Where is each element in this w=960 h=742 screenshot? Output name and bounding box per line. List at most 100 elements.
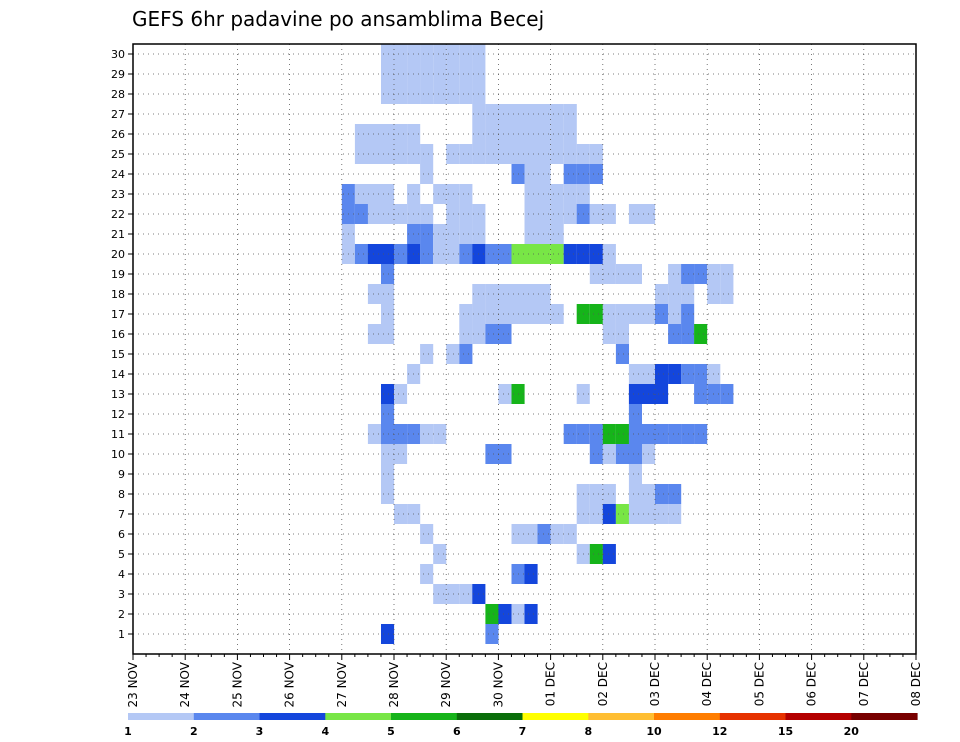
heatmap-cell xyxy=(563,104,577,124)
heatmap-cell xyxy=(381,124,395,144)
heatmap-cell xyxy=(563,524,577,544)
y-tick-label: 11 xyxy=(111,428,125,441)
heatmap-cell xyxy=(550,224,564,244)
heatmap-cell xyxy=(381,244,395,264)
y-tick-label: 7 xyxy=(118,508,125,521)
heatmap-cell xyxy=(537,124,551,144)
heatmap-cell xyxy=(354,124,368,144)
heatmap-cell xyxy=(550,184,564,204)
heatmap-cell xyxy=(420,144,434,164)
x-tick-label: 05 DEC xyxy=(752,662,766,706)
heatmap-cell xyxy=(433,84,447,104)
x-tick-label: 27 NOV xyxy=(335,661,349,707)
heatmap-cell xyxy=(354,244,368,264)
heatmap-cell xyxy=(550,524,564,544)
heatmap-cell xyxy=(628,384,642,404)
heatmap-cell xyxy=(655,384,669,404)
y-tick-label: 19 xyxy=(111,268,125,281)
heatmap-cell xyxy=(563,164,577,184)
legend-label: 7 xyxy=(519,725,527,738)
heatmap-cell xyxy=(459,344,473,364)
heatmap-cell xyxy=(498,104,512,124)
heatmap-cell xyxy=(615,424,629,444)
heatmap-cell xyxy=(668,324,682,344)
heatmap-cell xyxy=(459,44,473,64)
heatmap-cell xyxy=(628,204,642,224)
heatmap-cell xyxy=(394,124,408,144)
heatmap-cell xyxy=(354,204,368,224)
heatmap-cell xyxy=(668,364,682,384)
legend-label: 10 xyxy=(646,725,662,738)
heatmap-cell xyxy=(446,204,460,224)
heatmap-cell xyxy=(589,144,603,164)
y-tick-label: 27 xyxy=(111,108,125,121)
heatmap-cell xyxy=(446,244,460,264)
heatmap-cell xyxy=(459,64,473,84)
heatmap-cell xyxy=(602,484,616,504)
heatmap-cell xyxy=(537,164,551,184)
heatmap-cell xyxy=(446,584,460,604)
heatmap-cell xyxy=(589,544,603,564)
y-axis-ticks: 1234567891011121314151617181920212223242… xyxy=(111,48,133,641)
heatmap-cell xyxy=(433,224,447,244)
heatmap-cell xyxy=(485,284,499,304)
heatmap-cell xyxy=(628,444,642,464)
heatmap-cell xyxy=(459,84,473,104)
heatmap-cell xyxy=(655,364,669,384)
heatmap-cell xyxy=(498,304,512,324)
heatmap-cell xyxy=(381,44,395,64)
heatmap-cell xyxy=(615,324,629,344)
heatmap-cell xyxy=(498,604,512,624)
heatmap-cell xyxy=(354,184,368,204)
heatmap-cell xyxy=(381,464,395,484)
heatmap-cell xyxy=(589,244,603,264)
y-tick-label: 13 xyxy=(111,388,125,401)
y-tick-label: 8 xyxy=(118,488,125,501)
heatmap-cell xyxy=(628,304,642,324)
heatmap-cell xyxy=(615,304,629,324)
heatmap-cell xyxy=(381,324,395,344)
heatmap-cell xyxy=(628,424,642,444)
heatmap-cell xyxy=(381,444,395,464)
heatmap-cell xyxy=(367,124,381,144)
heatmap-cell xyxy=(602,504,616,524)
legend-swatch xyxy=(128,713,195,720)
heatmap-cell xyxy=(537,244,551,264)
heatmap-cell xyxy=(524,304,538,324)
heatmap-cell xyxy=(694,264,708,284)
x-tick-label: 29 NOV xyxy=(439,661,453,707)
heatmap-cell xyxy=(381,304,395,324)
heatmap-cell xyxy=(394,384,408,404)
heatmap-cell xyxy=(550,124,564,144)
y-tick-label: 18 xyxy=(111,288,125,301)
heatmap-cell xyxy=(524,564,538,584)
legend-swatch xyxy=(654,713,721,720)
heatmap-cell xyxy=(628,404,642,424)
heatmap-cell xyxy=(394,204,408,224)
heatmap-cell xyxy=(485,104,499,124)
heatmap-cell xyxy=(446,84,460,104)
heatmap-cell xyxy=(524,524,538,544)
heatmap-cell xyxy=(446,44,460,64)
heatmap-cell xyxy=(550,204,564,224)
heatmap-cell xyxy=(668,504,682,524)
y-tick-label: 28 xyxy=(111,88,125,101)
legend-label: 1 xyxy=(124,725,132,738)
heatmap-cell xyxy=(602,244,616,264)
heatmap-cell xyxy=(485,244,499,264)
heatmap-cell xyxy=(459,324,473,344)
legend-swatch xyxy=(456,713,524,720)
x-tick-label: 23 NOV xyxy=(126,661,140,707)
legend-swatch xyxy=(588,713,655,720)
heatmap-cell xyxy=(420,224,434,244)
x-tick-label: 06 DEC xyxy=(805,662,819,706)
heatmap-cell xyxy=(459,144,473,164)
heatmap-cell xyxy=(459,584,473,604)
heatmap-cell xyxy=(720,384,734,404)
heatmap-cell xyxy=(420,244,434,264)
y-tick-label: 3 xyxy=(118,588,125,601)
legend-swatch xyxy=(391,713,458,720)
heatmap-cell xyxy=(420,564,434,584)
chart-cells xyxy=(341,44,734,644)
heatmap-cell xyxy=(498,124,512,144)
